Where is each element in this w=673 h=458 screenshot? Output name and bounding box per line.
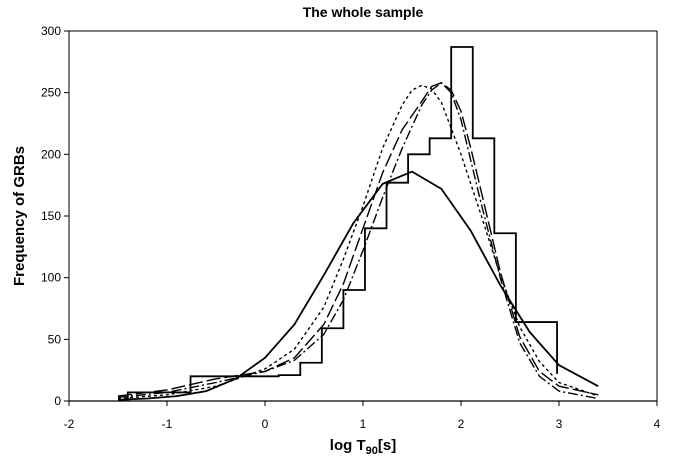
series-line-dotted bbox=[117, 84, 599, 400]
x-axis-label-sub: 90 bbox=[366, 445, 378, 457]
x-axis-label: log T90[s] bbox=[330, 437, 396, 457]
x-tick-label: 4 bbox=[654, 417, 661, 431]
y-tick-label: 150 bbox=[41, 209, 61, 223]
chart-title: The whole sample bbox=[303, 4, 424, 20]
x-tick-label: 0 bbox=[262, 417, 269, 431]
histogram-outline bbox=[126, 46, 558, 401]
x-axis-label-main: log T bbox=[330, 437, 366, 454]
y-axis-label: Frequency of GRBs bbox=[11, 146, 28, 286]
y-tick-label: 200 bbox=[41, 147, 61, 161]
y-tick-label: 300 bbox=[41, 24, 61, 38]
x-tick-label: 1 bbox=[360, 417, 367, 431]
y-tick-label: 250 bbox=[41, 86, 61, 100]
series-line-solid bbox=[117, 170, 599, 401]
x-tick-label: 2 bbox=[458, 417, 465, 431]
y-tick-label: 0 bbox=[54, 394, 61, 408]
x-tick-label: -1 bbox=[162, 417, 173, 431]
y-tick-label: 100 bbox=[41, 271, 61, 285]
y-tick-label: 50 bbox=[48, 332, 62, 346]
plot-frame bbox=[68, 30, 658, 402]
series-line-dashed bbox=[117, 82, 599, 397]
x-tick-label: 3 bbox=[556, 417, 563, 431]
series-line-dash-dot bbox=[117, 81, 599, 400]
x-axis-label-suffix: [s] bbox=[378, 437, 396, 454]
x-tick-label: -2 bbox=[64, 417, 75, 431]
